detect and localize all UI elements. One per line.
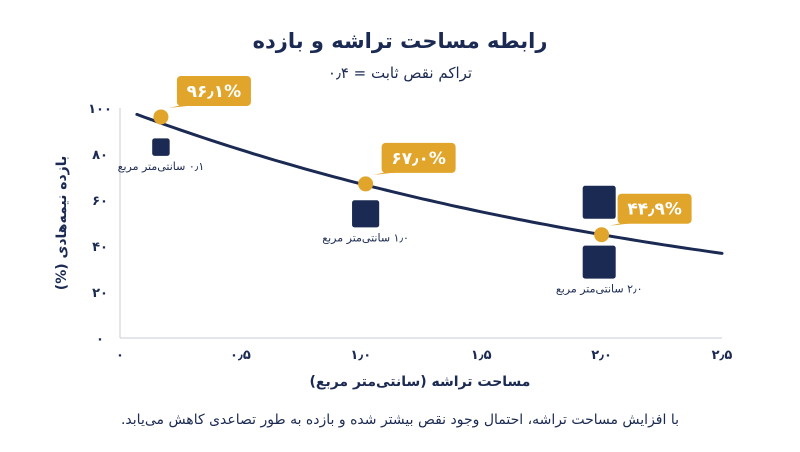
x-tick-label: ۲٫۵ <box>712 348 733 363</box>
x-tick-label: ۰٫۵ <box>230 348 251 363</box>
die-square <box>582 185 616 219</box>
callout-value: ۶۷٫۰% <box>391 149 446 169</box>
die-square <box>582 245 616 279</box>
chart-note: با افزایش مساحت تراشه، احتمال وجود نقص ب… <box>121 412 679 428</box>
die-square <box>352 200 380 228</box>
y-tick-label: ۴۰ <box>92 240 108 255</box>
callouts: ۹۶٫۱% ۶۷٫۰% ۴۴٫۹% <box>153 75 692 243</box>
y-tick-label: ۰ <box>96 332 104 347</box>
x-tick-label: ۱٫۰ <box>350 348 371 363</box>
y-axis-label: بازده نیمه‌هادی (%) <box>54 156 70 290</box>
die-size-label: ۱٫۰ سانتی‌متر مربع <box>322 231 409 244</box>
x-tick-label: ۱٫۵ <box>471 348 492 363</box>
die-size-label: ۰٫۱ سانتی‌متر مربع <box>118 160 205 173</box>
y-tick-label: ۸۰ <box>92 148 108 163</box>
y-ticks: ۰ ۲۰ ۴۰ ۶۰ ۸۰ ۱۰۰ <box>88 102 112 347</box>
y-tick-label: ۲۰ <box>92 286 108 301</box>
y-tick-label: ۶۰ <box>92 194 108 209</box>
x-tick-label: ۲٫۰ <box>591 348 612 363</box>
chart-title: رابطه مساحت تراشه و بازده <box>253 29 548 53</box>
callout-box <box>381 142 456 173</box>
yield-point <box>594 227 610 243</box>
x-ticks: ۰ ۰٫۵ ۱٫۰ ۱٫۵ ۲٫۰ ۲٫۵ <box>116 348 732 363</box>
yield-point <box>153 109 169 125</box>
y-tick-label: ۱۰۰ <box>88 102 112 117</box>
callout-box <box>176 75 251 106</box>
die-size-label: ۲٫۰ سانتی‌متر مربع <box>556 283 643 296</box>
x-tick-label: ۰ <box>116 348 124 363</box>
chart-subtitle: تراکم نقص ثابت = ۰٫۴ <box>328 64 472 82</box>
callout-value: ۹۶٫۱% <box>187 82 242 102</box>
die-square <box>152 138 170 156</box>
yield-point <box>358 176 374 192</box>
die-markers: ۰٫۱ سانتی‌متر مربع ۱٫۰ سانتی‌متر مربع ۲٫۰ … <box>118 138 643 296</box>
callout-box <box>617 193 692 224</box>
x-axis-label: مساحت تراشه (سانتی‌متر مربع) <box>310 374 531 390</box>
yield-curve <box>135 112 724 255</box>
callout-value: ۴۴٫۹% <box>627 200 682 220</box>
